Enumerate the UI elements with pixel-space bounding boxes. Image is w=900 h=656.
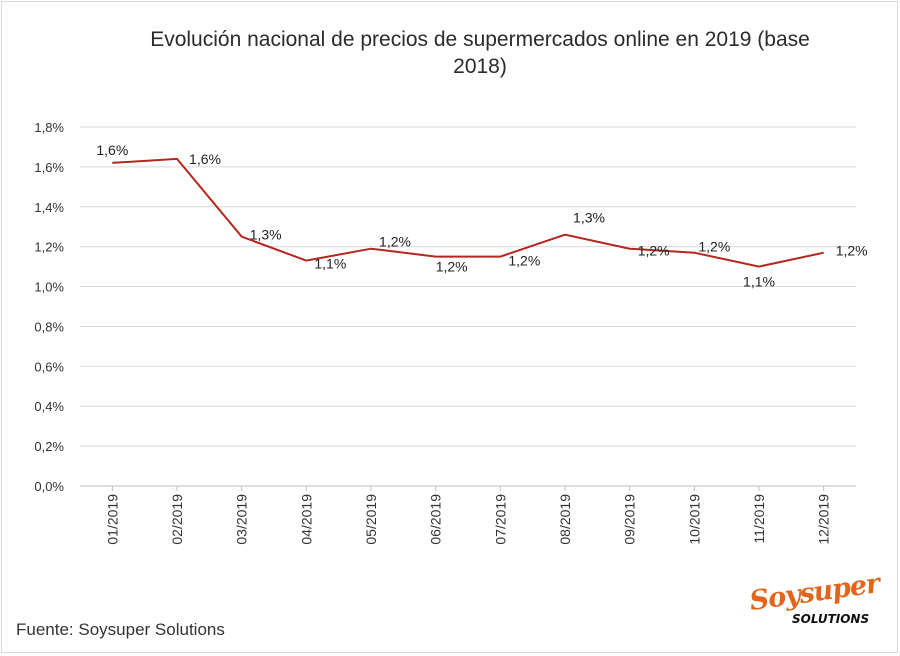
x-tick-label: 09/2019 <box>622 494 638 545</box>
source-note: Fuente: Soysuper Solutions <box>16 620 225 639</box>
data-label: 1,1% <box>314 256 346 272</box>
gridlines <box>80 126 856 487</box>
y-tick-label: 1,8% <box>34 120 64 135</box>
data-label: 1,1% <box>743 274 775 290</box>
data-label: 1,2% <box>508 253 540 269</box>
data-label: 1,6% <box>189 151 221 167</box>
x-tick-label: 01/2019 <box>104 494 120 545</box>
y-tick-label: 0,8% <box>34 319 64 334</box>
chart-title-line2: 2018) <box>453 55 507 78</box>
x-tick-label: 10/2019 <box>686 494 702 545</box>
data-label: 1,2% <box>436 259 468 275</box>
y-tick-label: 0,2% <box>34 439 64 454</box>
data-label: 1,6% <box>96 142 128 158</box>
y-tick-label: 0,6% <box>34 359 64 374</box>
soysuper-logo: Soysuper SOLUTIONS <box>748 568 881 634</box>
data-label: 1,3% <box>573 210 605 226</box>
x-tick-label: 06/2019 <box>428 494 444 545</box>
x-tick-label: 02/2019 <box>169 494 185 545</box>
y-tick-label: 0,4% <box>34 399 64 414</box>
y-tick-label: 0,0% <box>34 479 64 494</box>
x-tick-label: 07/2019 <box>492 494 508 545</box>
data-labels: 1,6% 1,6% 1,3% 1,1% 1,2% 1,2% 1,2% 1,3% 1,2% 1,2%… <box>96 142 867 290</box>
x-tick-label: 05/2019 <box>363 494 379 545</box>
data-label: 1,2% <box>638 243 670 259</box>
x-axis-ticks: 01/2019 02/2019 03/2019 04/2019 05/2019 06/20… <box>104 486 832 545</box>
series-line <box>112 157 824 268</box>
x-tick-label: 12/2019 <box>816 494 832 545</box>
y-tick-label: 1,0% <box>34 280 64 295</box>
y-tick-label: 1,2% <box>34 240 64 255</box>
data-label: 1,2% <box>836 243 868 259</box>
y-axis-ticks: 0,0% 0,2% 0,4% 0,6% 0,8% 1,0% 1,2% 1,4% 1,6% 1,8% <box>34 120 64 494</box>
data-label: 1,2% <box>379 234 411 250</box>
data-label: 1,2% <box>698 239 730 255</box>
x-tick-label: 04/2019 <box>298 494 314 545</box>
x-tick-label: 08/2019 <box>557 494 573 545</box>
chart-title: Evolución nacional de precios de superme… <box>80 26 880 80</box>
logo-sub: SOLUTIONS <box>792 612 870 626</box>
chart-title-line1: Evolución nacional de precios de superme… <box>150 28 810 51</box>
y-tick-label: 1,6% <box>34 160 64 175</box>
y-tick-label: 1,4% <box>34 200 64 215</box>
x-tick-label: 11/2019 <box>751 494 767 544</box>
data-label: 1,3% <box>250 227 282 243</box>
x-tick-label: 03/2019 <box>234 494 250 545</box>
